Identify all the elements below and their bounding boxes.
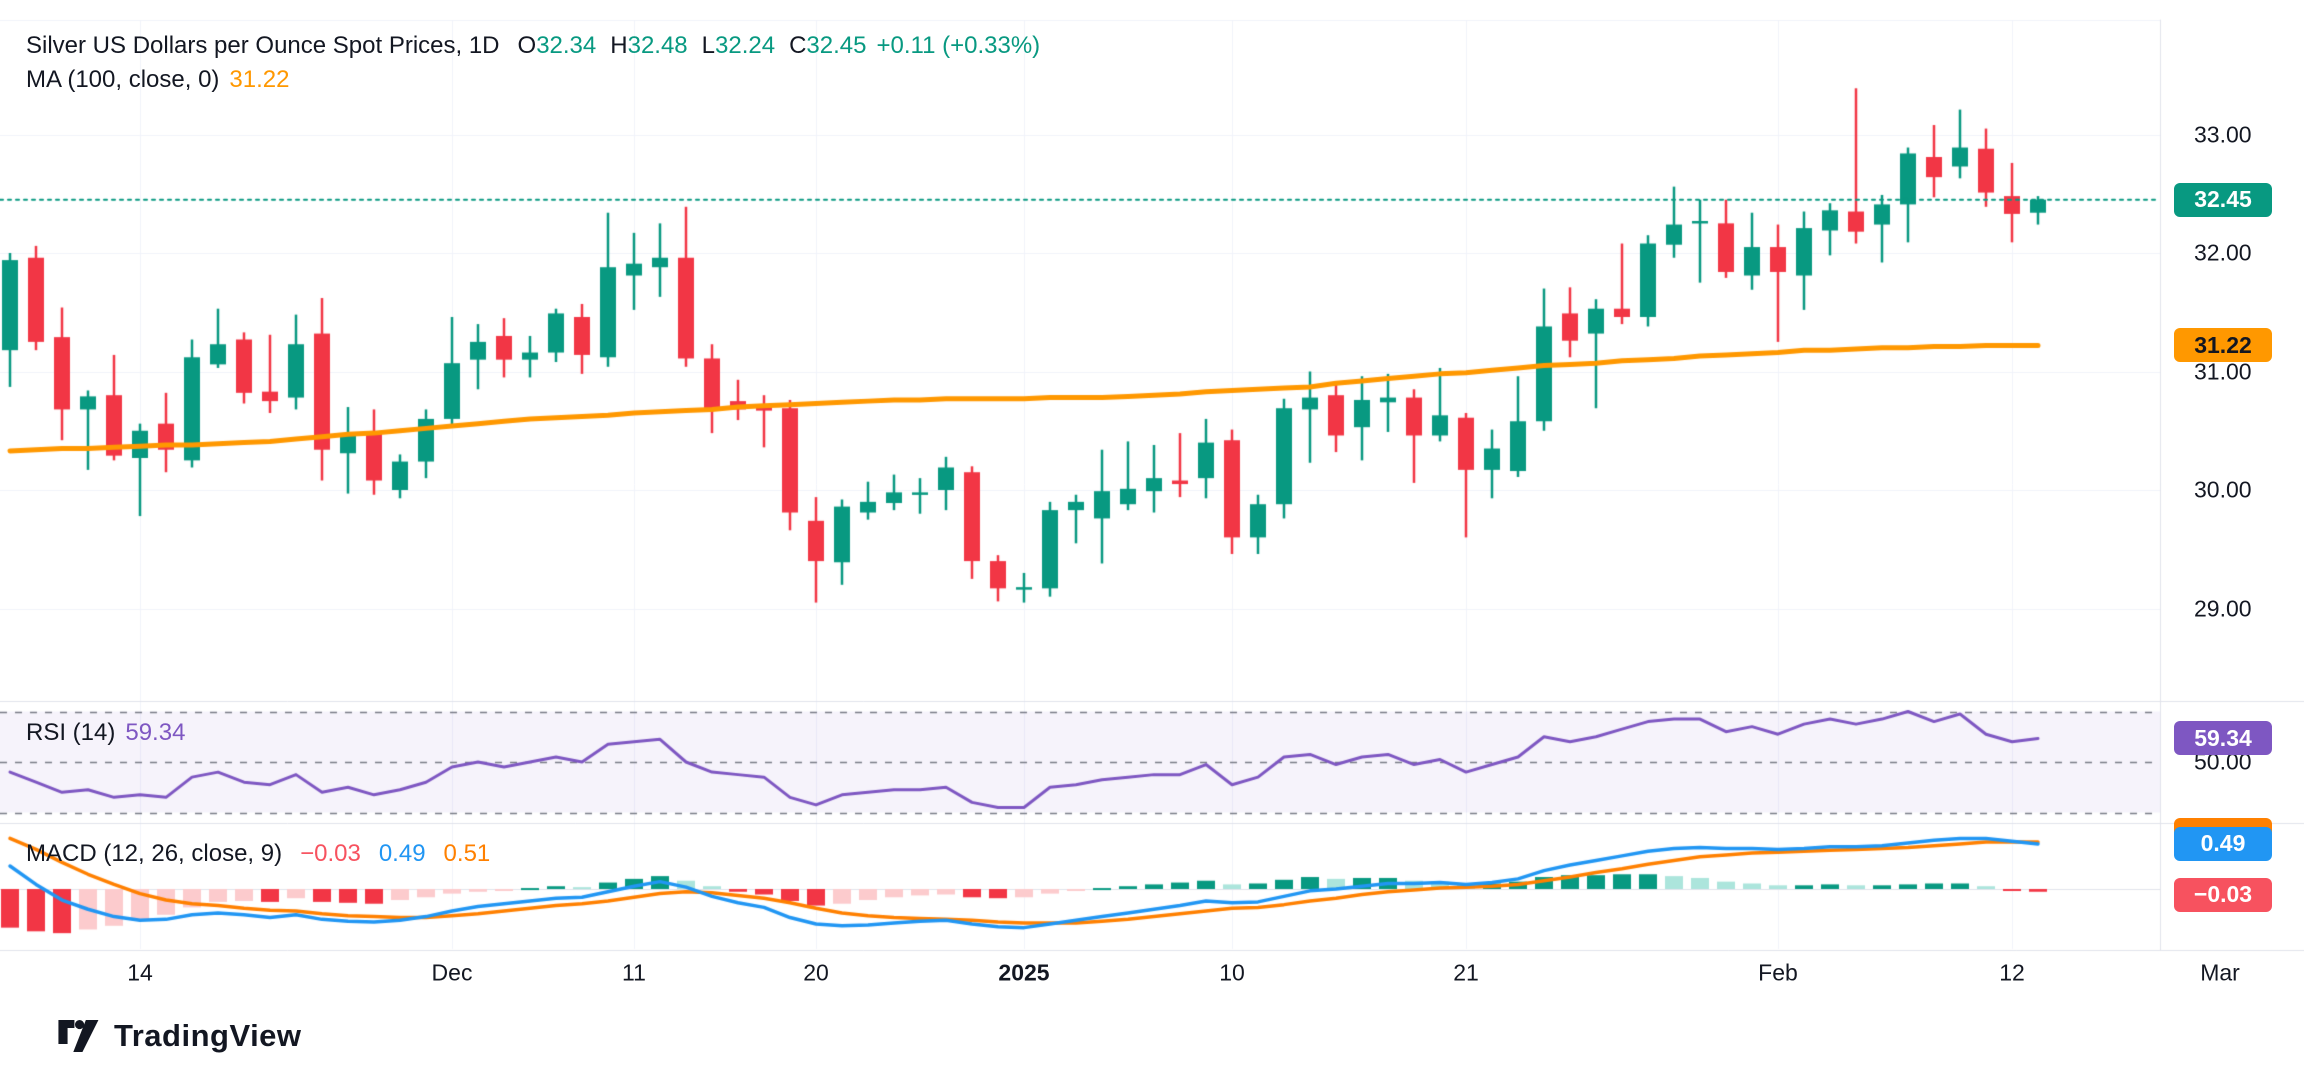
- macd-legend[interactable]: MACD (12, 26, close, 9) −0.03 0.49 0.51: [26, 840, 490, 868]
- macd-label: MACD (12, 26, close, 9): [26, 840, 283, 867]
- price-label-29.00: 29.00: [2194, 595, 2252, 621]
- ohlc-h-label: H: [610, 32, 628, 59]
- time-tick-14: 14: [127, 959, 153, 986]
- ohlc-c-label: C: [789, 32, 807, 59]
- change-readout: +0.11 (+0.33%): [876, 32, 1041, 59]
- tradingview-logo-icon: [58, 1020, 99, 1052]
- ohlc-readout: O32.34 H32.48 L32.24 C32.45: [518, 32, 867, 60]
- rsi-value-badge: 59.34: [2174, 721, 2272, 756]
- tradingview-logo[interactable]: TradingView: [58, 1018, 302, 1054]
- price-label-31.00: 31.00: [2194, 358, 2252, 384]
- time-tick-feb: Feb: [1758, 959, 1798, 986]
- last-price-badge: 32.45: [2174, 182, 2272, 217]
- time-tick-2025: 2025: [998, 959, 1050, 986]
- rsi-label: RSI (14): [26, 719, 116, 746]
- ma-value-badge: 31.22: [2174, 328, 2272, 363]
- ohlc-h-value: 32.48: [627, 32, 688, 59]
- time-tick-20: 20: [803, 959, 829, 986]
- price-label-32.00: 32.00: [2194, 239, 2252, 266]
- time-tick-21: 21: [1453, 959, 1479, 986]
- macd-line-badge: 0.49: [2174, 826, 2272, 861]
- time-tick-11: 11: [622, 959, 646, 986]
- macd-signal-value: 0.51: [443, 840, 491, 867]
- macd-line-value: 0.49: [378, 840, 426, 867]
- ma-legend[interactable]: MA (100, close, 0) 31.22: [26, 66, 289, 94]
- macd-hist-value: −0.03: [300, 840, 361, 867]
- ohlc-l-label: L: [701, 32, 716, 59]
- ohlc-l-value: 32.24: [715, 32, 776, 59]
- ohlc-c-value: 32.45: [806, 32, 867, 59]
- ohlc-o-value: 32.34: [536, 32, 597, 59]
- time-tick-dec: Dec: [431, 959, 473, 986]
- symbol-title: Silver US Dollars per Ounce Spot Prices,…: [26, 32, 500, 59]
- rsi-value: 59.34: [125, 719, 186, 746]
- time-tick-10: 10: [1219, 959, 1245, 986]
- time-tick-mar: Mar: [2200, 959, 2240, 986]
- price-label-30.00: 30.00: [2194, 476, 2252, 503]
- time-tick-12: 12: [1999, 959, 2025, 986]
- ma-label: MA (100, close, 0): [26, 66, 220, 93]
- ohlc-o-label: O: [517, 32, 537, 59]
- symbol-legend[interactable]: Silver US Dollars per Ounce Spot Prices,…: [26, 32, 1040, 60]
- rsi-legend[interactable]: RSI (14) 59.34: [26, 719, 185, 747]
- price-label-33.00: 33.00: [2194, 121, 2252, 147]
- tradingview-logo-text: TradingView: [114, 1018, 302, 1053]
- macd-hist-badge: −0.03: [2174, 877, 2272, 912]
- ma-value: 31.22: [229, 66, 290, 93]
